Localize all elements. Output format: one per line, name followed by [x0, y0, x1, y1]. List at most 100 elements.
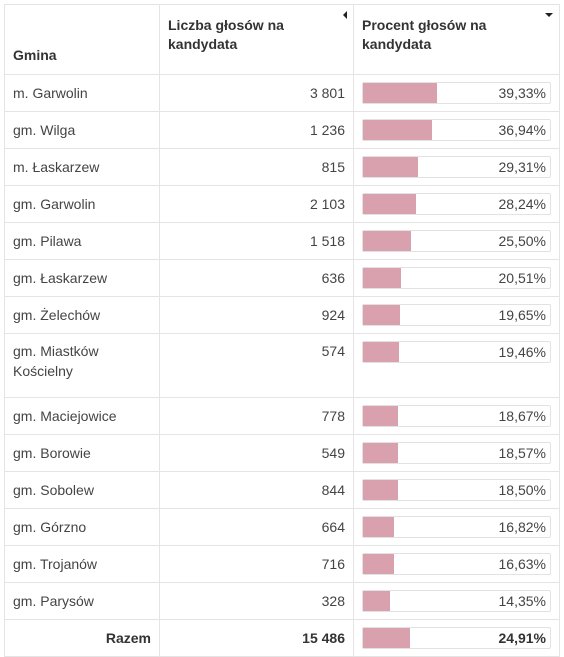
bar [363, 480, 398, 500]
votes-cell: 664 [159, 508, 354, 546]
bar-track: 16,82% [362, 516, 551, 538]
percent-cell: 24,91% [353, 619, 560, 657]
table-row: m. Łaskarzew 815 29,31% [4, 148, 560, 186]
percent-cell: 20,51% [353, 259, 560, 297]
gmina-cell: m. Łaskarzew [4, 148, 160, 186]
bar [363, 591, 390, 611]
percent-label: 14,35% [498, 593, 546, 609]
percent-cell: 29,31% [353, 148, 560, 186]
gmina-cell: gm. Parysów [4, 582, 160, 620]
gmina-cell: gm. Pilawa [4, 222, 160, 260]
percent-label: 29,31% [498, 159, 546, 175]
gmina-cell: gm. Maciejowice [4, 397, 160, 435]
percent-cell: 14,35% [353, 582, 560, 620]
percent-label: 19,65% [498, 307, 546, 323]
bar-track: 29,31% [362, 156, 551, 178]
gmina-cell: gm. Trojanów [4, 545, 160, 583]
header-text: Procent głosów na kandydata [362, 17, 487, 52]
table-row: gm. Garwolin 2 103 28,24% [4, 185, 560, 223]
votes-cell: 778 [159, 397, 354, 435]
bar [363, 305, 400, 325]
percent-label: 39,33% [498, 85, 546, 101]
bar-track: 20,51% [362, 267, 551, 289]
votes-cell: 844 [159, 471, 354, 509]
bar-track: 14,35% [362, 590, 551, 612]
header-text: Gmina [13, 47, 57, 63]
percent-cell: 25,50% [353, 222, 560, 260]
percent-label: 24,91% [498, 630, 546, 646]
table-row: Razem 15 486 24,91% [4, 619, 560, 657]
table-row: gm. Pilawa 1 518 25,50% [4, 222, 560, 260]
bar [363, 517, 395, 537]
table-row: m. Garwolin 3 801 39,33% [4, 74, 560, 112]
percent-cell: 39,33% [353, 74, 560, 112]
votes-cell: 2 103 [159, 185, 354, 223]
gmina-cell: Razem [4, 619, 160, 657]
gmina-cell: gm. Łaskarzew [4, 259, 160, 297]
table-body: m. Garwolin 3 801 39,33% gm. Wilga 1 236 36,9… [4, 74, 560, 657]
bar-track: 36,94% [362, 119, 551, 141]
bar-track: 25,50% [362, 230, 551, 252]
table-row: gm. Sobolew 844 18,50% [4, 471, 560, 509]
percent-cell: 18,50% [353, 471, 560, 509]
percent-cell: 19,46% [353, 333, 560, 398]
table-row: gm. Parysów 328 14,35% [4, 582, 560, 620]
table-row: gm. Górzno 664 16,82% [4, 508, 560, 546]
percent-cell: 16,82% [353, 508, 560, 546]
bar [363, 268, 402, 288]
bar [363, 628, 410, 648]
bar-track: 18,67% [362, 405, 551, 427]
bar [363, 83, 437, 103]
gmina-cell: gm. Górzno [4, 508, 160, 546]
bar [363, 194, 416, 214]
votes-cell: 716 [159, 545, 354, 583]
sort-arrow [545, 13, 553, 17]
percent-cell: 18,67% [353, 397, 560, 435]
gmina-cell: gm. Garwolin [4, 185, 160, 223]
header-text: Liczba głosów na kandydata [168, 17, 284, 52]
sort-arrow [343, 11, 347, 19]
percent-label: 36,94% [498, 122, 546, 138]
percent-label: 18,57% [498, 445, 546, 461]
table-row: gm. Żelechów 924 19,65% [4, 296, 560, 334]
header-row: Gmina Liczba głosów na kandydata Procent… [4, 4, 560, 75]
votes-cell: 1 518 [159, 222, 354, 260]
bar-track: 19,46% [362, 341, 551, 363]
percent-label: 25,50% [498, 233, 546, 249]
votes-cell: 549 [159, 434, 354, 472]
table-row: gm. Miastków Kościelny 574 19,46% [4, 333, 560, 398]
gmina-cell: gm. Borowie [4, 434, 160, 472]
percent-label: 18,50% [498, 482, 546, 498]
percent-label: 20,51% [498, 270, 546, 286]
percent-label: 16,82% [498, 519, 546, 535]
bar [363, 157, 418, 177]
votes-cell: 15 486 [159, 619, 354, 657]
percent-cell: 18,57% [353, 434, 560, 472]
percent-label: 16,63% [498, 556, 546, 572]
bar [363, 554, 395, 574]
gmina-cell: gm. Wilga [4, 111, 160, 149]
table-row: gm. Maciejowice 778 18,67% [4, 397, 560, 435]
percent-label: 19,46% [498, 344, 546, 360]
percent-cell: 19,65% [353, 296, 560, 334]
header-cell[interactable]: Liczba głosów na kandydata [159, 4, 354, 75]
table-row: gm. Łaskarzew 636 20,51% [4, 259, 560, 297]
gmina-cell: m. Garwolin [4, 74, 160, 112]
bar-track: 18,57% [362, 442, 551, 464]
bar [363, 406, 398, 426]
header-cell[interactable]: Procent głosów na kandydata [353, 4, 560, 75]
votes-cell: 924 [159, 296, 354, 334]
gmina-cell: gm. Żelechów [4, 296, 160, 334]
table-row: gm. Trojanów 716 16,63% [4, 545, 560, 583]
header-cell[interactable]: Gmina [4, 4, 160, 75]
percent-cell: 36,94% [353, 111, 560, 149]
percent-cell: 16,63% [353, 545, 560, 583]
percent-cell: 28,24% [353, 185, 560, 223]
bar-track: 18,50% [362, 479, 551, 501]
table-row: gm. Wilga 1 236 36,94% [4, 111, 560, 149]
votes-cell: 574 [159, 333, 354, 398]
votes-cell: 1 236 [159, 111, 354, 149]
bar [363, 120, 433, 140]
bar [363, 342, 400, 362]
